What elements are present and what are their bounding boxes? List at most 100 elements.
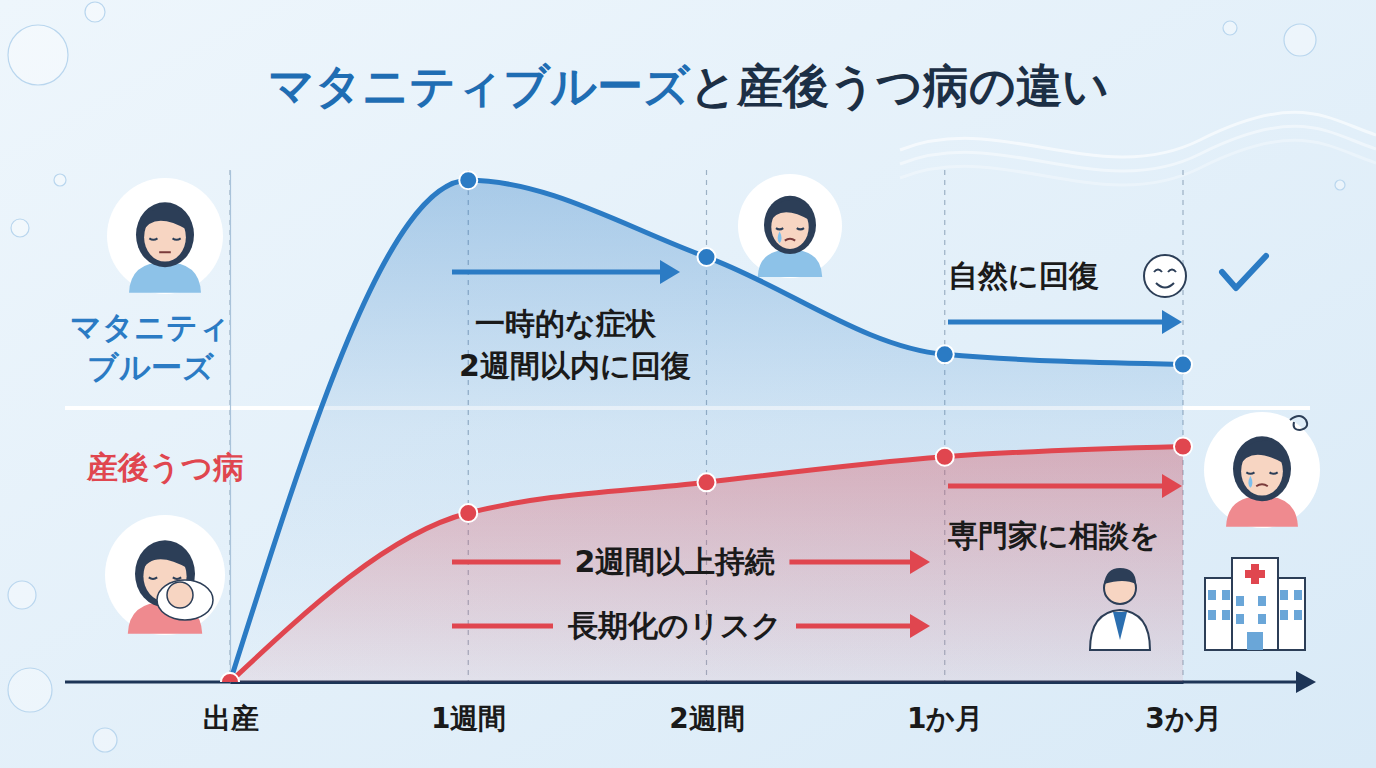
avatar-stress <box>1290 416 1307 430</box>
bubble <box>11 219 29 237</box>
chart: マタニティブルーズと産後うつ病の違い出産1週間2週間1か月3か月マタニティブルー… <box>0 0 1376 768</box>
bubble <box>93 728 117 752</box>
hospital-window <box>1280 590 1288 600</box>
avatar-eye <box>149 238 157 239</box>
avatar-hair <box>136 202 194 267</box>
avatar-bangs <box>1239 441 1285 467</box>
arrow-head <box>910 614 930 638</box>
x-tick-label: 1か月 <box>907 702 983 735</box>
series-point <box>459 504 477 522</box>
x-tick: 3か月 <box>1145 682 1221 735</box>
hospital-window <box>1236 596 1244 606</box>
hospital-window <box>1208 590 1216 600</box>
avatar-bangs <box>142 207 188 233</box>
arrow <box>948 474 1182 498</box>
avatar-hair <box>764 196 816 254</box>
avatar-eye <box>776 228 783 229</box>
hospital-window <box>1280 610 1288 620</box>
hospital-door <box>1247 632 1263 650</box>
hospital-tower <box>1232 558 1278 650</box>
series-point <box>1174 356 1192 374</box>
series-point <box>459 171 477 189</box>
x-tick-label: 出産 <box>203 702 259 735</box>
series-area <box>230 180 1183 682</box>
series-point <box>698 248 716 266</box>
annotation: 専門家に相談を <box>948 518 1160 553</box>
bubbles <box>8 2 1345 752</box>
arrow <box>948 310 1182 334</box>
bubble <box>1284 24 1316 56</box>
smiley-eye <box>1168 270 1176 273</box>
avatar-eye <box>797 228 804 229</box>
arrow-head <box>1162 474 1182 498</box>
annotation: 2週間以内に回復 <box>459 348 691 383</box>
arrow <box>796 614 930 638</box>
arrow-shaft <box>452 560 561 565</box>
axis-arrow-head <box>1296 671 1316 693</box>
avatar-eye <box>149 577 157 579</box>
x-tick-label: 2週間 <box>669 702 744 735</box>
annotation: 自然に回復 <box>948 258 1099 293</box>
arrow-shaft <box>789 560 916 565</box>
avatar <box>105 515 225 635</box>
arrow-head <box>1162 310 1182 334</box>
hospital-window <box>1294 610 1302 620</box>
series-point <box>221 673 239 682</box>
hospital-window <box>1208 610 1216 620</box>
wave <box>900 126 1376 171</box>
avatar-bg <box>107 178 223 294</box>
avatar-bangs <box>141 545 189 572</box>
avatar-mouth <box>1256 484 1268 486</box>
doctor-hair <box>1104 568 1136 584</box>
avatar-eye <box>1270 472 1278 473</box>
avatar-bg <box>738 174 842 278</box>
title: マタニティブルーズと産後うつ病の違い <box>268 59 1109 113</box>
hospital-window <box>1222 610 1230 620</box>
series-label: マタニティブルーズ <box>70 309 230 385</box>
series-area <box>230 446 1183 682</box>
x-axis: 出産 1週間 2週間 1か月 3か月 <box>203 682 1222 735</box>
series-line <box>230 446 1183 682</box>
title-part: マタニティブルーズ <box>268 59 691 113</box>
series-line <box>230 180 1183 682</box>
series-label-line: ブルーズ <box>87 349 215 385</box>
annotation: 2週間以上持続 <box>575 544 776 579</box>
hospital-icon <box>1205 558 1305 650</box>
series-point <box>936 345 954 363</box>
avatar-bg <box>105 515 225 635</box>
hospital-window <box>1258 596 1266 606</box>
hospital-cross <box>1245 564 1265 584</box>
bubble <box>8 25 68 85</box>
arrow <box>789 550 930 574</box>
hospital-window <box>1222 590 1230 600</box>
smiley-face <box>1144 255 1186 297</box>
grid <box>230 170 1183 682</box>
avatar-eye <box>173 577 181 579</box>
x-tick-label: 3か月 <box>1145 702 1221 735</box>
series-label-line: 産後うつ病 <box>86 449 244 485</box>
avatar <box>1204 412 1320 528</box>
x-tick: 2週間 <box>669 682 744 735</box>
arrow-shaft <box>948 320 1168 325</box>
x-tick: 1か月 <box>907 682 983 735</box>
annotation: 長期化のリスク <box>567 608 782 643</box>
avatar-bg <box>1204 412 1320 528</box>
arrow-head <box>910 550 930 574</box>
bubble <box>85 2 105 22</box>
arrow-head <box>660 260 680 284</box>
doctor-body <box>1090 610 1150 650</box>
avatar-bangs <box>769 200 811 224</box>
series-point <box>1174 437 1192 455</box>
hospital-window <box>1258 614 1266 624</box>
waves <box>900 112 1376 185</box>
avatar-mouth <box>785 239 795 241</box>
smiley-mouth <box>1156 283 1174 288</box>
series-label-line: マタニティ <box>70 309 230 345</box>
avatar <box>738 174 842 278</box>
plot <box>221 171 1192 682</box>
bubble <box>1223 21 1237 35</box>
hospital-window <box>1236 614 1244 624</box>
x-tick: 1週間 <box>431 682 506 735</box>
annotation: 一時的な症状 <box>475 306 657 341</box>
x-tick: 出産 <box>203 682 259 735</box>
